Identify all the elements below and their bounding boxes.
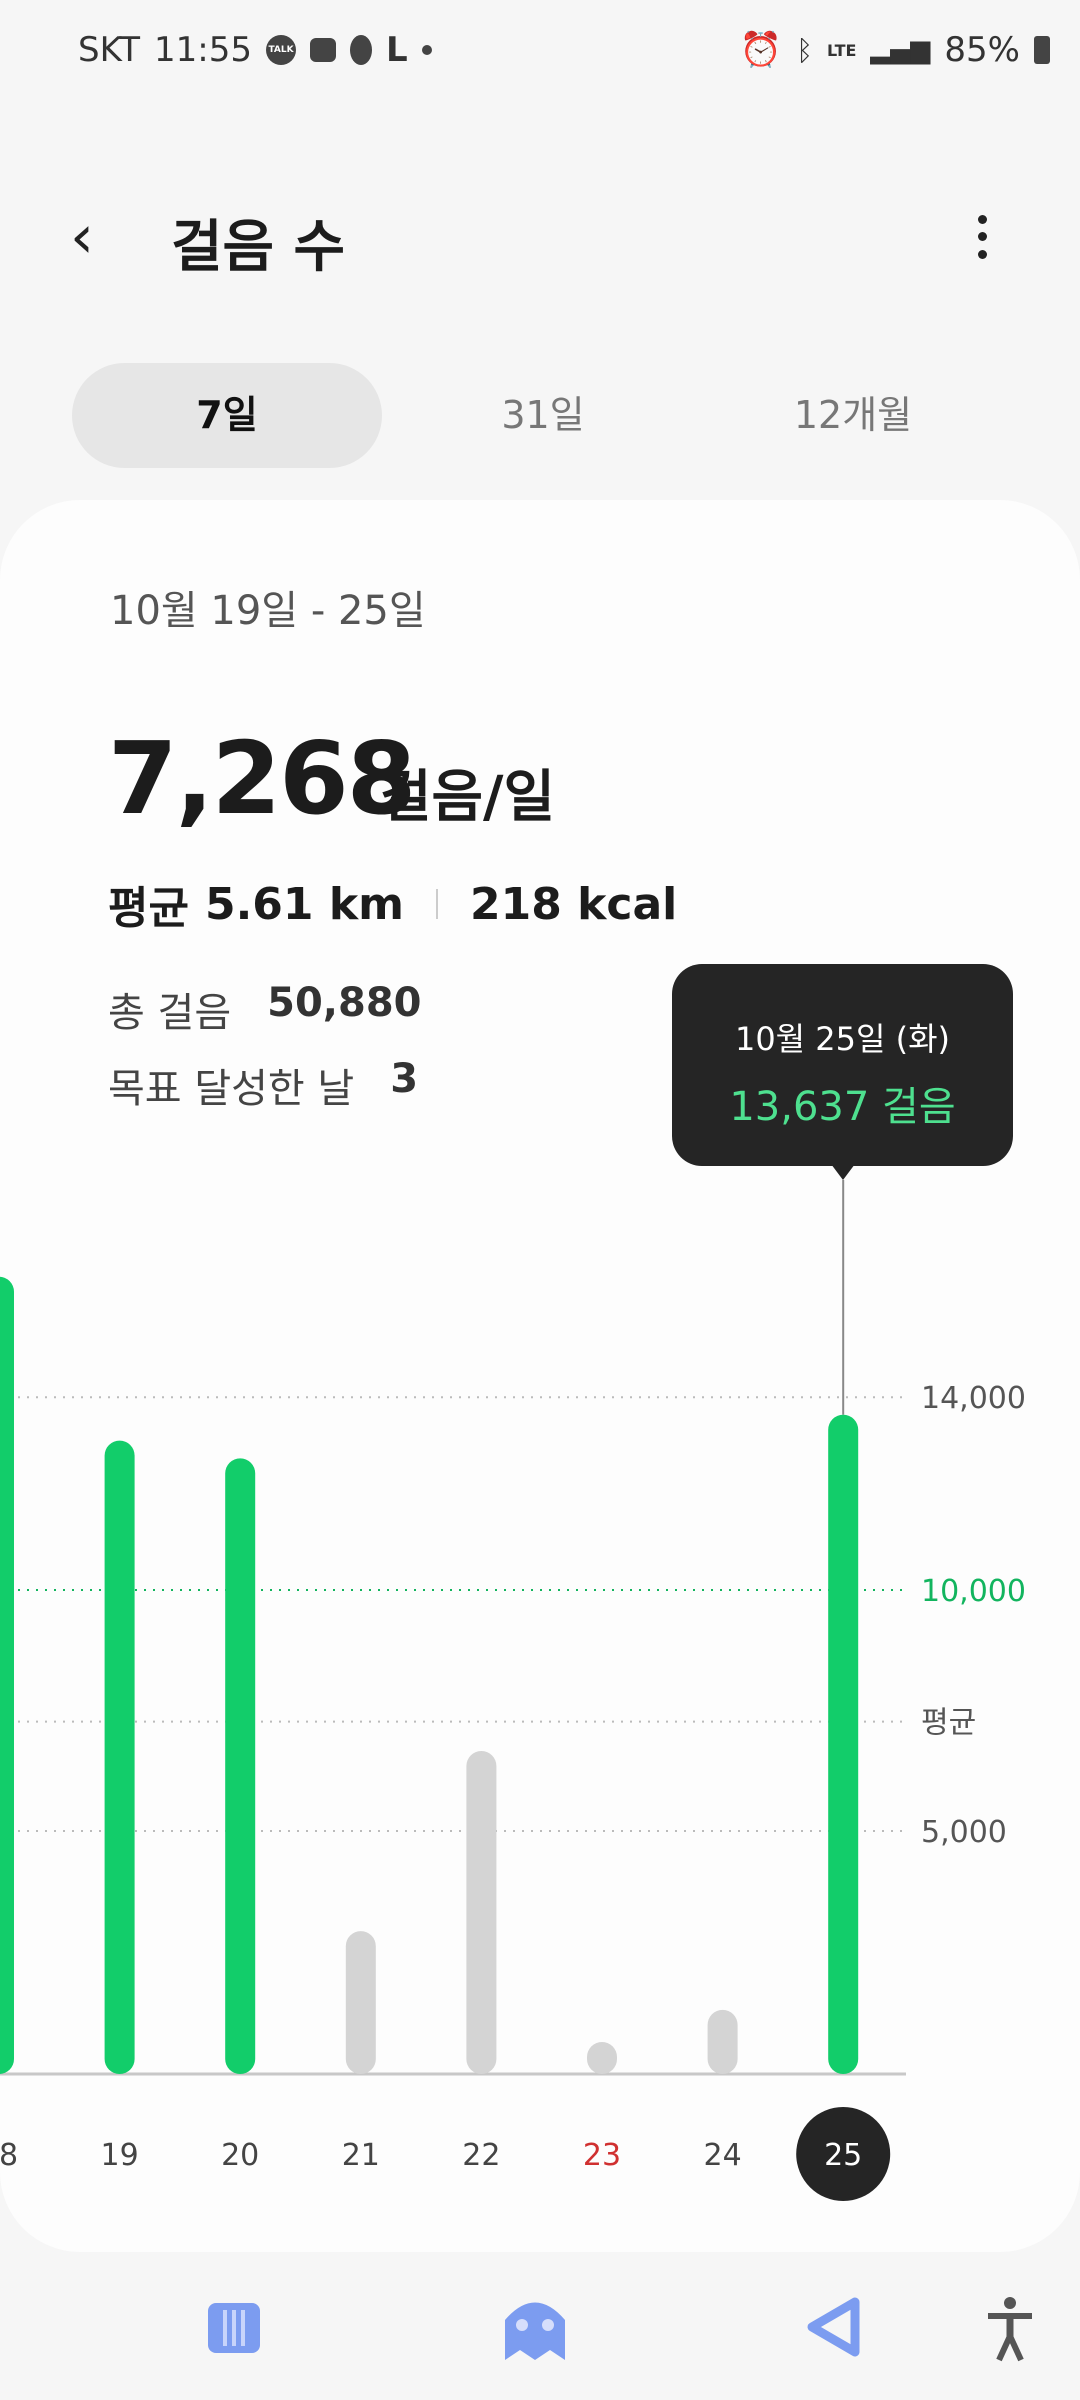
x-tick-label: 19 [101, 2138, 139, 2173]
recent-apps-icon[interactable] [208, 2303, 260, 2353]
tooltip-date: 10월 25일 (화) [734, 1020, 951, 1058]
tooltip-pointer [831, 1164, 855, 1180]
more-options-button[interactable] [960, 205, 1004, 269]
goal-days-row: 목표 달성한 날 3 [108, 1056, 418, 1114]
distance: 5.61 km [204, 878, 404, 930]
total-value: 50,880 [267, 980, 422, 1026]
home-icon[interactable] [505, 2302, 565, 2361]
y-tick-label: 5,000 [921, 1815, 1007, 1850]
kakaotalk-icon: TALK [266, 35, 296, 65]
bar [828, 1414, 859, 2074]
x-tick-label: 22 [462, 2138, 500, 2173]
tab-12-months[interactable]: 12개월 [793, 393, 913, 437]
bar [0, 1276, 14, 2074]
average-unit: 걸음/일 [380, 765, 556, 830]
steps-card [0, 500, 1080, 2252]
location-icon [350, 35, 372, 65]
goal-label: 목표 달성한 날 [108, 1066, 355, 1112]
period-tabs: 7일 31일 12개월 [72, 363, 1008, 468]
back-icon[interactable] [807, 2297, 860, 2357]
bar [587, 2042, 617, 2074]
navigation-bar [208, 2297, 1032, 2362]
x-tick-label: 21 [342, 2138, 380, 2173]
back-button[interactable]: ‹ [70, 202, 94, 272]
tooltip-steps: 13,637 걸음 [729, 1084, 956, 1130]
date-range: 10월 19일 - 25일 [110, 588, 426, 634]
y-tick-label: 14,000 [921, 1381, 1026, 1416]
bar [225, 1458, 256, 2074]
battery-text: 85% [944, 30, 1020, 70]
accessibility-icon[interactable] [988, 2297, 1032, 2362]
bar [466, 1750, 497, 2074]
signal-icon: ▂▄▆ [870, 35, 931, 65]
bluetooth-icon: ᛒ [796, 33, 814, 67]
goal-value: 3 [390, 1056, 419, 1102]
status-bar: SKT 11:55 TALK L ⏰ ᛒ LTE ▂▄▆ 85% [0, 30, 1080, 80]
y-tick-label: 평균 [921, 1706, 976, 1741]
selected-day-marker [796, 2107, 891, 2201]
clock: 11:55 [154, 30, 252, 70]
x-tick-label: 20 [221, 2138, 259, 2173]
x-tick-label: 25 [824, 2138, 862, 2173]
average-steps: 7,268 [108, 720, 416, 837]
bar [345, 1931, 376, 2074]
average-label: 평균 [108, 883, 189, 934]
l-app-icon: L [386, 30, 408, 70]
bar [707, 2009, 738, 2074]
page-title: 걸음 수 [171, 215, 346, 280]
tooltip: 10월 25일 (화) 13,637 걸음 [672, 964, 1013, 1166]
bar [104, 1440, 135, 2074]
tab-7-days[interactable]: 7일 [72, 363, 382, 468]
lte-icon: LTE [827, 40, 857, 60]
alarm-icon: ⏰ [739, 30, 783, 70]
carrier: SKT [78, 30, 141, 70]
total-label: 총 걸음 [108, 990, 232, 1036]
x-tick-label: 18 [0, 2138, 18, 2173]
x-tick-label: 23 [583, 2138, 621, 2173]
total-steps-row: 총 걸음 50,880 [108, 980, 421, 1038]
average-stats: 평균 5.61 km 218 kcal [108, 872, 677, 936]
x-tick-label: 24 [704, 2138, 742, 2173]
message-icon [310, 38, 336, 62]
calories: 218 kcal [469, 878, 678, 930]
dot-icon [421, 45, 432, 55]
y-tick-label: 10,000 [921, 1574, 1026, 1609]
battery-icon [1034, 36, 1050, 64]
tab-31-days[interactable]: 31일 [501, 393, 585, 437]
divider [435, 889, 438, 919]
steps-bar-chart: 14,000 10,000 평균 5,000 18 19 20 21 22 23 24 25 [0, 1180, 1026, 2201]
